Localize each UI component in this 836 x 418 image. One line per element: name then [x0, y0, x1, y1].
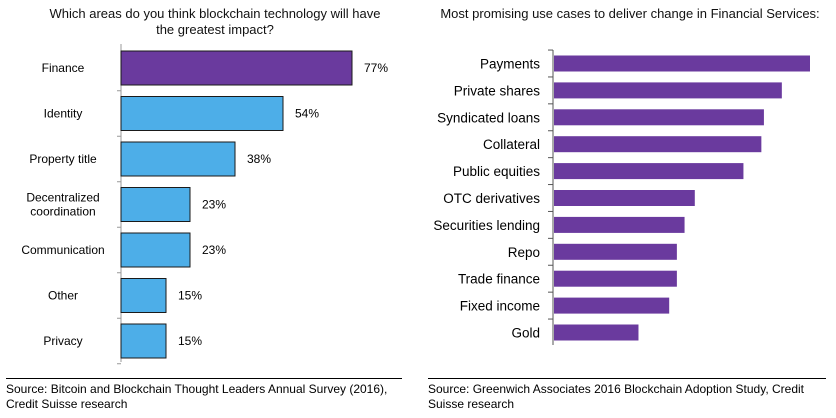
- left-bar-2: [120, 141, 236, 177]
- right-category-label-9: Fixed income: [460, 299, 540, 314]
- right-bar-chart: Payments Private shares Syndicated loans Co…: [433, 49, 810, 345]
- left-bar-4: [120, 232, 191, 268]
- left-value-label-6: 15%: [178, 334, 202, 348]
- left-category-label-line: coordination: [30, 205, 95, 219]
- left-chart-panel: Which areas do you think blockchain tech…: [0, 0, 410, 418]
- left-value-label-0: 77%: [364, 61, 388, 75]
- right-chart-panel: Most promising use cases to deliver chan…: [420, 0, 836, 418]
- left-bar-3: [120, 187, 191, 222]
- left-value-label-2: 38%: [247, 152, 271, 166]
- left-category-label-line: Decentralized: [26, 191, 99, 205]
- right-category-label-3: Collateral: [483, 137, 540, 152]
- right-category-label-8: Trade finance: [458, 272, 540, 287]
- left-category-label-line: Property title: [29, 152, 97, 166]
- right-category-label-6: Securities lending: [433, 218, 540, 233]
- right-category-label-1: Private shares: [454, 83, 541, 98]
- left-category-label-6: Privacy: [43, 334, 82, 348]
- left-chart-title: Which areas do you think blockchain tech…: [49, 6, 381, 37]
- right-category-label-4: Public equities: [453, 164, 540, 179]
- left-value-label-5: 15%: [178, 289, 202, 303]
- left-category-label-0: Finance: [42, 61, 85, 75]
- right-category-label-10: Gold: [511, 326, 540, 341]
- right-source-note: Source: Greenwich Associates 2016 Blockc…: [428, 378, 826, 412]
- right-category-label-0: Payments: [480, 57, 540, 72]
- right-bar-4: [554, 163, 744, 180]
- left-bar-6: [120, 323, 167, 359]
- right-bar-1: [554, 82, 782, 99]
- left-value-label-1: 54%: [295, 107, 319, 121]
- right-chart-title: Most promising use cases to deliver chan…: [440, 6, 820, 21]
- right-bar-3: [554, 136, 762, 153]
- right-bar-6: [554, 216, 685, 233]
- left-category-label-1: Identity: [44, 107, 83, 121]
- left-value-label-4: 23%: [202, 243, 226, 257]
- left-bar-0: [120, 50, 353, 86]
- left-bar-5: [120, 278, 167, 313]
- right-bar-2: [554, 109, 764, 126]
- right-category-label-2: Syndicated loans: [437, 110, 540, 125]
- right-bar-0: [554, 55, 810, 72]
- left-category-label-4: Communication: [21, 243, 104, 257]
- right-bar-9: [554, 297, 670, 314]
- right-bar-10: [554, 324, 639, 341]
- right-bar-5: [554, 190, 695, 206]
- left-category-label-line: Communication: [21, 243, 104, 257]
- left-category-label-line: Identity: [44, 107, 83, 121]
- left-value-label-3: 23%: [202, 198, 226, 212]
- right-bar-8: [554, 270, 677, 287]
- left-category-label-line: Other: [48, 289, 78, 303]
- left-bar-1: [120, 96, 284, 131]
- left-category-label-5: Other: [48, 289, 78, 303]
- left-category-label-line: Privacy: [43, 334, 82, 348]
- left-category-label-line: Finance: [42, 61, 85, 75]
- right-category-label-7: Repo: [508, 245, 540, 260]
- left-category-label-3: Decentralized coordination: [26, 191, 99, 219]
- left-bar-chart: 77% Finance 54% Identity 38% Property title 23…: [21, 44, 388, 365]
- right-category-label-5: OTC derivatives: [443, 191, 540, 206]
- right-bar-7: [554, 243, 677, 260]
- left-category-label-2: Property title: [29, 152, 97, 166]
- left-source-note: Source: Bitcoin and Blockchain Thought L…: [6, 378, 402, 412]
